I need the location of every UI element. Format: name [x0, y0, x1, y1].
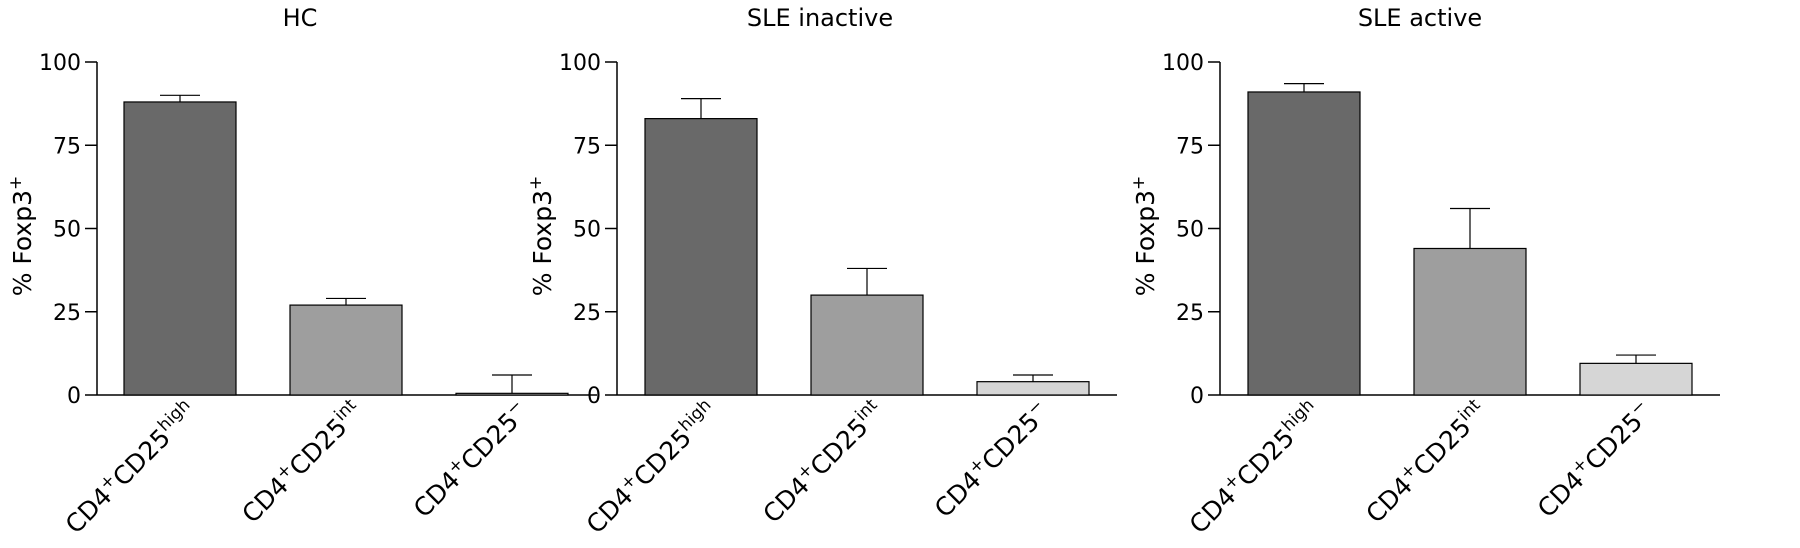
- y-axis-label: % Foxp3+: [526, 176, 557, 297]
- bar: [289, 304, 403, 396]
- bar: [1579, 362, 1693, 396]
- x-category-label: CD4+CD25high: [1182, 395, 1326, 539]
- y-tick-label: 50: [53, 218, 81, 243]
- x-category-label: CD4+CD25int: [756, 395, 890, 529]
- bar: [644, 118, 758, 396]
- bar: [976, 381, 1090, 396]
- bar: [455, 392, 569, 396]
- y-axis-label: % Foxp3+: [1129, 176, 1160, 297]
- y-tick-label: 100: [39, 51, 81, 76]
- y-tick-label: 25: [1176, 301, 1204, 326]
- y-tick-label: 50: [573, 218, 601, 243]
- bar: [123, 101, 237, 396]
- x-category-label: CD4+CD25−: [1530, 395, 1658, 523]
- y-tick-label: 0: [1190, 384, 1204, 409]
- x-category-label: CD4+CD25−: [927, 395, 1055, 523]
- x-category-label: CD4+CD25int: [1359, 395, 1493, 529]
- y-tick-label: 75: [53, 134, 81, 159]
- y-axis-label: % Foxp3+: [6, 176, 37, 297]
- y-tick-label: 75: [1176, 134, 1204, 159]
- y-tick-label: 25: [573, 301, 601, 326]
- x-category-label: CD4+CD25high: [579, 395, 723, 539]
- bar: [1247, 91, 1361, 396]
- x-category-label: CD4+CD25high: [58, 395, 202, 539]
- y-tick-label: 25: [53, 301, 81, 326]
- y-tick-label: 100: [559, 51, 601, 76]
- chart-panel: SLE inactive 0 25 50 75 100 % Foxp3+ CD4+CD25hi…: [526, 4, 1117, 539]
- chart-title: SLE active: [1358, 4, 1482, 32]
- y-tick-label: 0: [587, 384, 601, 409]
- x-category-label: CD4+CD25int: [235, 395, 369, 529]
- y-tick-label: 100: [1162, 51, 1204, 76]
- chart-title: SLE inactive: [747, 4, 893, 32]
- chart-panel: SLE active 0 25 50 75 100 % Foxp3+ CD4+CD25high…: [1129, 4, 1720, 539]
- y-tick-label: 75: [573, 134, 601, 159]
- bar: [1413, 247, 1527, 396]
- y-tick-label: 50: [1176, 218, 1204, 243]
- bar: [810, 294, 924, 396]
- y-tick-label: 0: [67, 384, 81, 409]
- x-category-label: CD4+CD25−: [406, 395, 534, 523]
- chart-title: HC: [283, 4, 318, 32]
